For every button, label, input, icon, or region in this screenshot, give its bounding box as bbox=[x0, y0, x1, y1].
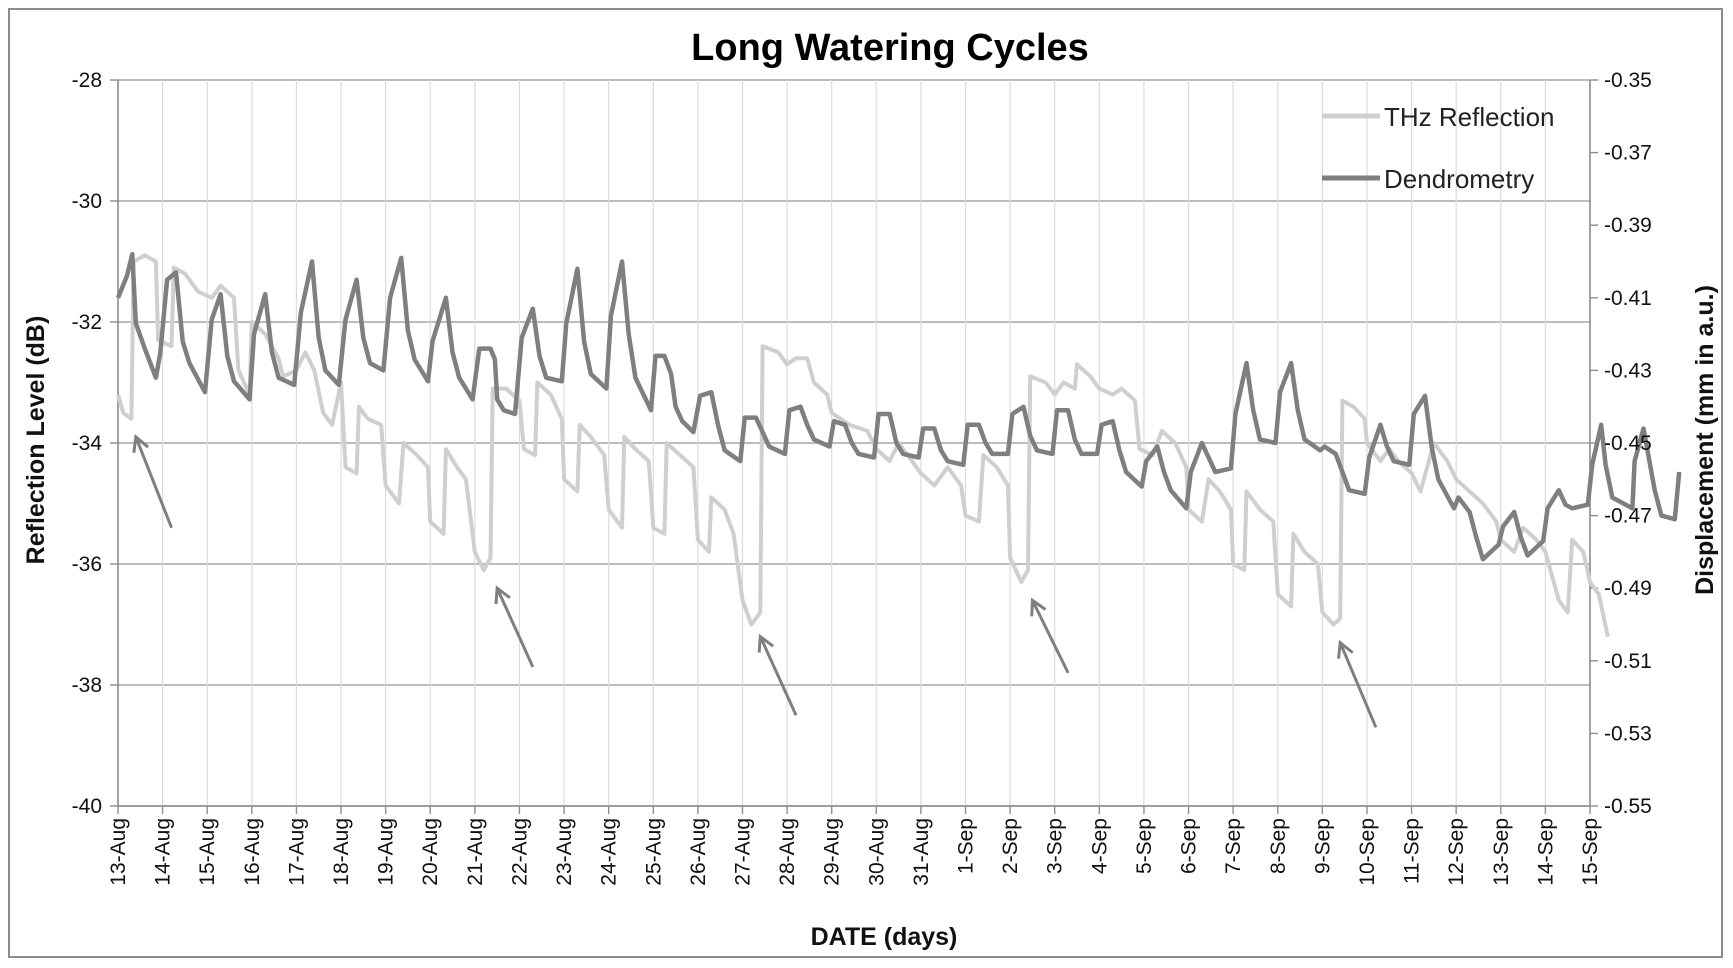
y2-tick-label: -0.39 bbox=[1604, 214, 1652, 237]
arrow-head bbox=[757, 633, 775, 653]
y-tick-label: -30 bbox=[72, 190, 102, 213]
series-lines bbox=[115, 251, 1682, 638]
x-tick-label: 3-Sep bbox=[1044, 818, 1067, 874]
x-tick-label: 16-Aug bbox=[241, 818, 264, 886]
series-line-dendrometry bbox=[115, 251, 1682, 562]
x-tick-label: 27-Aug bbox=[731, 818, 754, 886]
x-tick-label: 14-Aug bbox=[152, 818, 175, 886]
arrow-head bbox=[494, 585, 511, 605]
y-tick-label: -40 bbox=[72, 795, 102, 818]
legend: THz Reflection Dendrometry bbox=[1322, 102, 1555, 194]
x-tick-label: 31-Aug bbox=[910, 818, 933, 886]
series-line-thz-reflection bbox=[116, 253, 1610, 638]
x-tick-label: 10-Sep bbox=[1356, 818, 1379, 886]
arrow-shaft bbox=[1338, 642, 1378, 728]
x-tick-label: 29-Aug bbox=[821, 818, 844, 886]
x-tick-label: 8-Sep bbox=[1267, 818, 1290, 874]
annotation-arrow bbox=[1337, 639, 1378, 728]
x-tick-label: 12-Sep bbox=[1445, 818, 1468, 886]
x-tick-label: 17-Aug bbox=[285, 818, 308, 886]
x-tick-label: 25-Aug bbox=[642, 818, 665, 886]
y-tick-label: -32 bbox=[72, 311, 102, 334]
x-tick-label: 15-Aug bbox=[196, 818, 219, 886]
y2-tick-label: -0.49 bbox=[1604, 577, 1652, 600]
x-tick-label: 7-Sep bbox=[1222, 818, 1245, 874]
y2-tick-label: -0.37 bbox=[1604, 142, 1652, 165]
x-tick-label: 15-Sep bbox=[1579, 818, 1602, 886]
x-tick-label: 23-Aug bbox=[553, 818, 576, 886]
legend-label-dendrometry: Dendrometry bbox=[1384, 164, 1534, 194]
arrow-shaft bbox=[495, 587, 535, 668]
x-tick-label: 18-Aug bbox=[330, 818, 353, 886]
y2-tick-label: -0.35 bbox=[1604, 69, 1652, 92]
x-tick-label: 4-Sep bbox=[1088, 818, 1111, 874]
chart-frame bbox=[8, 8, 1723, 958]
x-tick-label: 5-Sep bbox=[1133, 818, 1156, 874]
y2-tick-label: -0.45 bbox=[1604, 432, 1652, 455]
x-tick-label: 1-Sep bbox=[955, 818, 978, 874]
arrow-shaft bbox=[134, 436, 173, 529]
x-tick-label: 22-Aug bbox=[508, 818, 531, 886]
y-axis-title: Reflection Level (dB) bbox=[22, 316, 50, 565]
x-tick-label: 13-Aug bbox=[107, 818, 130, 886]
y-tick-label: -34 bbox=[72, 432, 103, 455]
annotation-arrow bbox=[757, 633, 798, 716]
x-tick-label: 2-Sep bbox=[999, 818, 1022, 874]
y-tick-label: -38 bbox=[72, 674, 102, 697]
x-tick-label: 19-Aug bbox=[375, 818, 398, 886]
chart-title: Long Watering Cycles bbox=[691, 27, 1089, 69]
x-tick-label: 28-Aug bbox=[776, 818, 799, 886]
y-tick-label: -36 bbox=[72, 553, 102, 576]
x-tick-label: 26-Aug bbox=[687, 818, 710, 886]
arrow-shaft bbox=[1031, 599, 1070, 674]
x-tick-label: 9-Sep bbox=[1311, 818, 1334, 874]
y2-tick-label: -0.41 bbox=[1604, 287, 1652, 310]
x-tick-label: 30-Aug bbox=[865, 818, 888, 886]
annotation-arrow bbox=[494, 585, 535, 668]
x-axis-title: DATE (days) bbox=[811, 923, 958, 951]
x-tick-label: 11-Sep bbox=[1401, 818, 1424, 884]
y2-tick-label: -0.47 bbox=[1604, 505, 1652, 528]
x-tick-label: 21-Aug bbox=[464, 818, 487, 886]
x-tick-label: 6-Sep bbox=[1178, 818, 1201, 874]
y2-tick-label: -0.53 bbox=[1604, 722, 1652, 745]
y2-tick-label: -0.51 bbox=[1604, 650, 1652, 673]
arrow-shaft bbox=[758, 635, 798, 716]
axes bbox=[110, 79, 1598, 814]
y2-axis-title: Displacement (mm in a.u.) bbox=[1691, 285, 1719, 595]
x-tick-label: 20-Aug bbox=[419, 818, 442, 886]
arrow-head bbox=[1030, 597, 1047, 617]
x-tick-label: 13-Sep bbox=[1490, 818, 1513, 886]
x-tick-label: 24-Aug bbox=[598, 818, 621, 886]
x-tick-label: 14-Sep bbox=[1534, 818, 1557, 886]
y-tick-label: -28 bbox=[72, 69, 102, 92]
legend-label-thz-reflection: THz Reflection bbox=[1384, 102, 1555, 132]
y2-tick-label: -0.43 bbox=[1604, 359, 1652, 382]
annotation-arrow bbox=[1030, 597, 1070, 674]
arrow-head bbox=[1337, 639, 1354, 659]
y2-tick-label: -0.55 bbox=[1604, 795, 1652, 818]
annotation-arrow bbox=[132, 434, 173, 529]
annotations bbox=[132, 434, 1378, 728]
arrow-head bbox=[132, 434, 150, 454]
